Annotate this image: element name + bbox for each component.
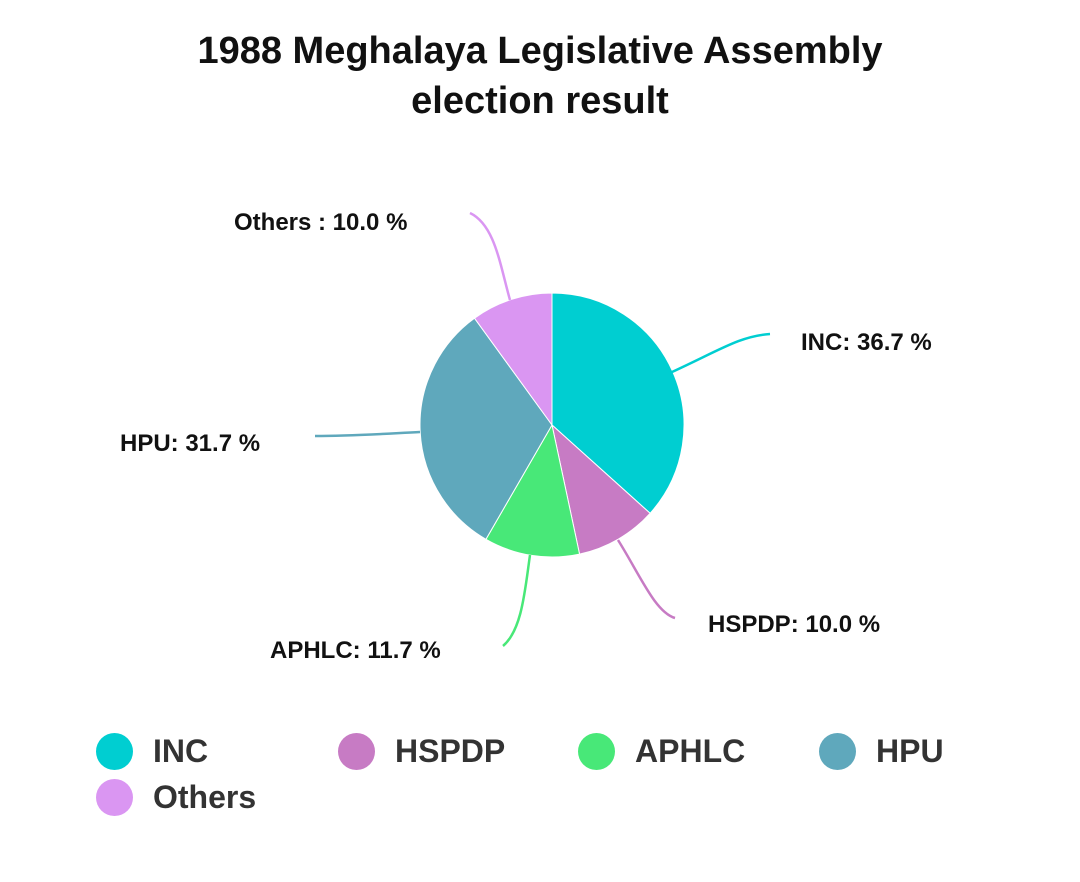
chart-title-line-1: 1988 Meghalaya Legislative Assembly	[197, 30, 883, 72]
pie-slice-hspdp[interactable]	[551, 423, 651, 555]
pie-slices	[419, 292, 685, 558]
pie-slice-hpu[interactable]	[419, 317, 553, 540]
legend-swatch-icon	[578, 733, 615, 770]
legend-swatch-icon	[338, 733, 375, 770]
slice-label-inc: INC: 36.7 %	[801, 329, 932, 356]
leader-line-others	[469, 211, 512, 301]
slice-label-aphlc: APHLC: 11.7 %	[270, 637, 441, 664]
slice-label-hpu: HPU: 31.7 %	[120, 430, 260, 457]
legend-label: HSPDP	[395, 733, 506, 769]
leader-line-hspdp	[616, 539, 676, 620]
legend-item-aphlc[interactable]: APHLC	[578, 733, 745, 770]
legend-label: INC	[153, 733, 209, 769]
slice-label-others: Others : 10.0 %	[234, 209, 407, 236]
leader-line-inc	[671, 332, 771, 374]
legend-item-hspdp[interactable]: HSPDP	[338, 733, 505, 770]
chart-title-line-2: election result	[411, 80, 669, 122]
legend-swatch-icon	[96, 779, 133, 816]
legend-label: Others	[153, 779, 257, 815]
pie-slice-others[interactable]	[473, 292, 553, 427]
legend-label: HPU	[876, 733, 944, 769]
chart-title: 1988 Meghalaya Legislative Assembly elec…	[0, 26, 1080, 126]
slice-label-hspdp: HSPDP: 10.0 %	[708, 611, 880, 638]
legend-swatch-icon	[96, 733, 133, 770]
leader-line-aphlc	[502, 554, 532, 647]
legend-item-others[interactable]: Others	[96, 779, 256, 816]
pie-slice-aphlc[interactable]	[485, 423, 581, 558]
legend-swatch-icon	[819, 733, 856, 770]
leader-line-hpu	[314, 430, 421, 438]
legend-item-inc[interactable]: INC	[96, 733, 208, 770]
legend-label: APHLC	[635, 733, 746, 769]
legend-item-hpu[interactable]: HPU	[819, 733, 944, 770]
